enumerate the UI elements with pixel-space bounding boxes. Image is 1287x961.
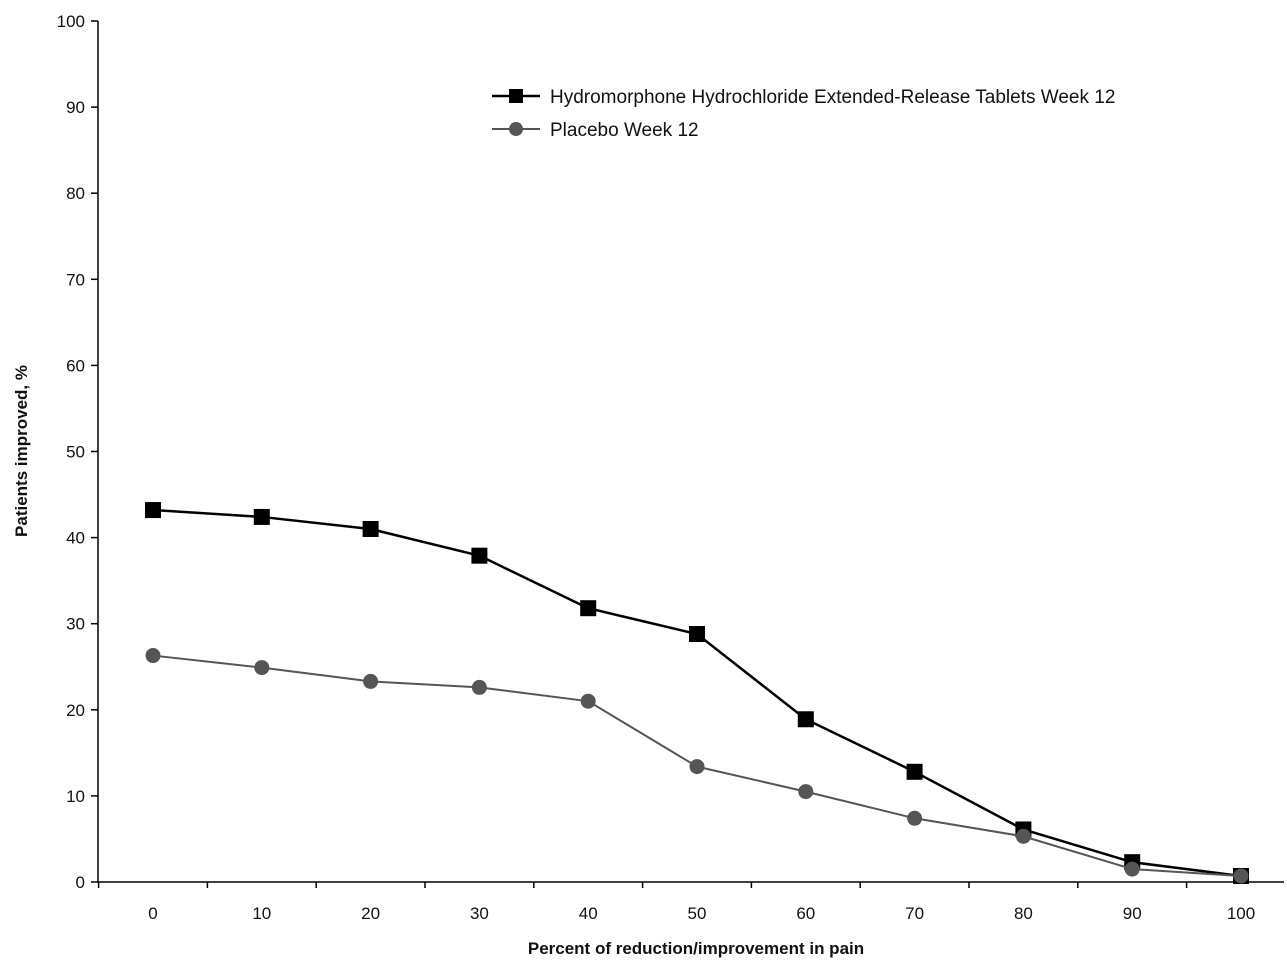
- x-tick-label: 50: [688, 904, 707, 923]
- x-axis-title: Percent of reduction/improvement in pain: [528, 939, 864, 958]
- data-point: [362, 520, 379, 537]
- x-tick-label: 90: [1123, 904, 1142, 923]
- data-point: [145, 502, 161, 519]
- data-point: [254, 660, 270, 676]
- legend-item-placebo: Placebo Week 12: [492, 120, 699, 141]
- x-axis: 0 10 20 30 40 50 60 70 80 90 100: [97, 881, 1284, 923]
- y-tick-label: 60: [66, 356, 85, 375]
- y-axis: 0 10 20 30 40 50 60 70 80 90 100: [57, 12, 99, 892]
- legend: Hydromorphone Hydrochloride Extended-Rel…: [492, 87, 1115, 141]
- series-placebo: [145, 648, 1249, 884]
- data-point: [1233, 868, 1249, 884]
- x-tick-label: 70: [905, 904, 924, 923]
- x-tick-label: 80: [1014, 904, 1033, 923]
- data-point: [471, 547, 488, 564]
- x-tick-label: 0: [148, 904, 157, 923]
- data-point: [580, 693, 596, 709]
- data-point: [906, 763, 923, 780]
- series-layer: [145, 502, 1249, 884]
- x-tick-label: 30: [470, 904, 489, 923]
- x-tick-label: 10: [252, 904, 271, 923]
- data-point: [580, 600, 597, 617]
- data-point: [253, 508, 270, 525]
- y-tick-label: 10: [66, 787, 85, 806]
- data-point: [471, 679, 487, 695]
- x-tick-label: 100: [1227, 904, 1255, 923]
- y-tick-label: 90: [66, 98, 85, 117]
- y-tick-label: 0: [76, 873, 85, 892]
- y-tick-label: 30: [66, 615, 85, 634]
- series-hydromorphone: [145, 502, 1249, 884]
- data-point: [1124, 861, 1140, 877]
- circle-marker-icon: [509, 122, 523, 136]
- legend-item-hydromorphone: Hydromorphone Hydrochloride Extended-Rel…: [492, 87, 1115, 108]
- x-tick-label: 60: [796, 904, 815, 923]
- data-point: [798, 784, 814, 800]
- y-tick-label: 70: [66, 270, 85, 289]
- legend-label-placebo: Placebo Week 12: [550, 120, 699, 141]
- data-point: [689, 759, 705, 775]
- square-marker-icon: [509, 89, 523, 103]
- data-point: [689, 626, 705, 643]
- x-tick-label: 40: [579, 904, 598, 923]
- data-point: [907, 810, 923, 826]
- data-point: [1015, 828, 1031, 844]
- y-tick-label: 100: [57, 12, 85, 31]
- y-tick-label: 20: [66, 701, 85, 720]
- y-tick-label: 50: [66, 443, 85, 462]
- data-point: [797, 711, 814, 728]
- x-tick-label: 20: [361, 904, 380, 923]
- y-axis-title: Patients improved, %: [12, 365, 31, 537]
- legend-label-hydromorphone: Hydromorphone Hydrochloride Extended-Rel…: [550, 87, 1115, 108]
- data-point: [363, 673, 379, 689]
- data-point: [145, 648, 161, 664]
- series-line: [152, 508, 1242, 878]
- y-tick-label: 80: [66, 184, 85, 203]
- y-tick-label: 40: [66, 529, 85, 548]
